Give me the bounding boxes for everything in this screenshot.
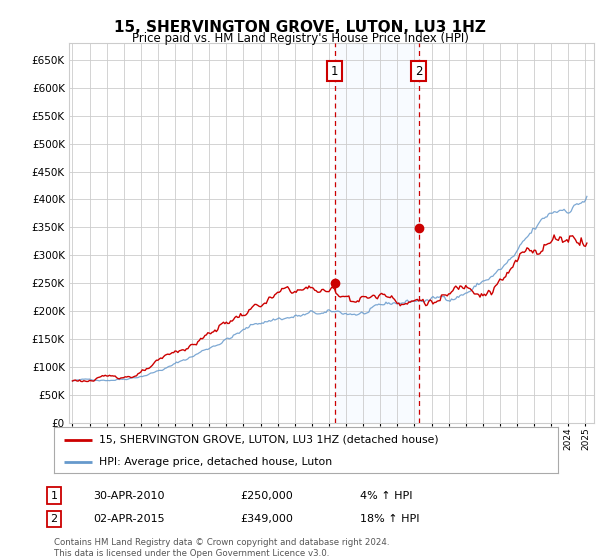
Text: Contains HM Land Registry data © Crown copyright and database right 2024.
This d: Contains HM Land Registry data © Crown c… bbox=[54, 538, 389, 558]
Text: Price paid vs. HM Land Registry's House Price Index (HPI): Price paid vs. HM Land Registry's House … bbox=[131, 32, 469, 45]
Text: 18% ↑ HPI: 18% ↑ HPI bbox=[360, 514, 419, 524]
Bar bbox=[335, 43, 419, 423]
Text: 4% ↑ HPI: 4% ↑ HPI bbox=[360, 491, 413, 501]
Text: 1: 1 bbox=[331, 64, 338, 77]
Text: HPI: Average price, detached house, Luton: HPI: Average price, detached house, Luto… bbox=[100, 457, 332, 466]
Text: £349,000: £349,000 bbox=[240, 514, 293, 524]
Text: 30-APR-2010: 30-APR-2010 bbox=[93, 491, 164, 501]
Text: 2: 2 bbox=[415, 64, 422, 77]
Text: 15, SHERVINGTON GROVE, LUTON, LU3 1HZ (detached house): 15, SHERVINGTON GROVE, LUTON, LU3 1HZ (d… bbox=[100, 435, 439, 445]
Text: 1: 1 bbox=[50, 491, 58, 501]
Text: £250,000: £250,000 bbox=[240, 491, 293, 501]
Text: 2: 2 bbox=[50, 514, 58, 524]
Text: 02-APR-2015: 02-APR-2015 bbox=[93, 514, 164, 524]
Text: 15, SHERVINGTON GROVE, LUTON, LU3 1HZ: 15, SHERVINGTON GROVE, LUTON, LU3 1HZ bbox=[114, 20, 486, 35]
